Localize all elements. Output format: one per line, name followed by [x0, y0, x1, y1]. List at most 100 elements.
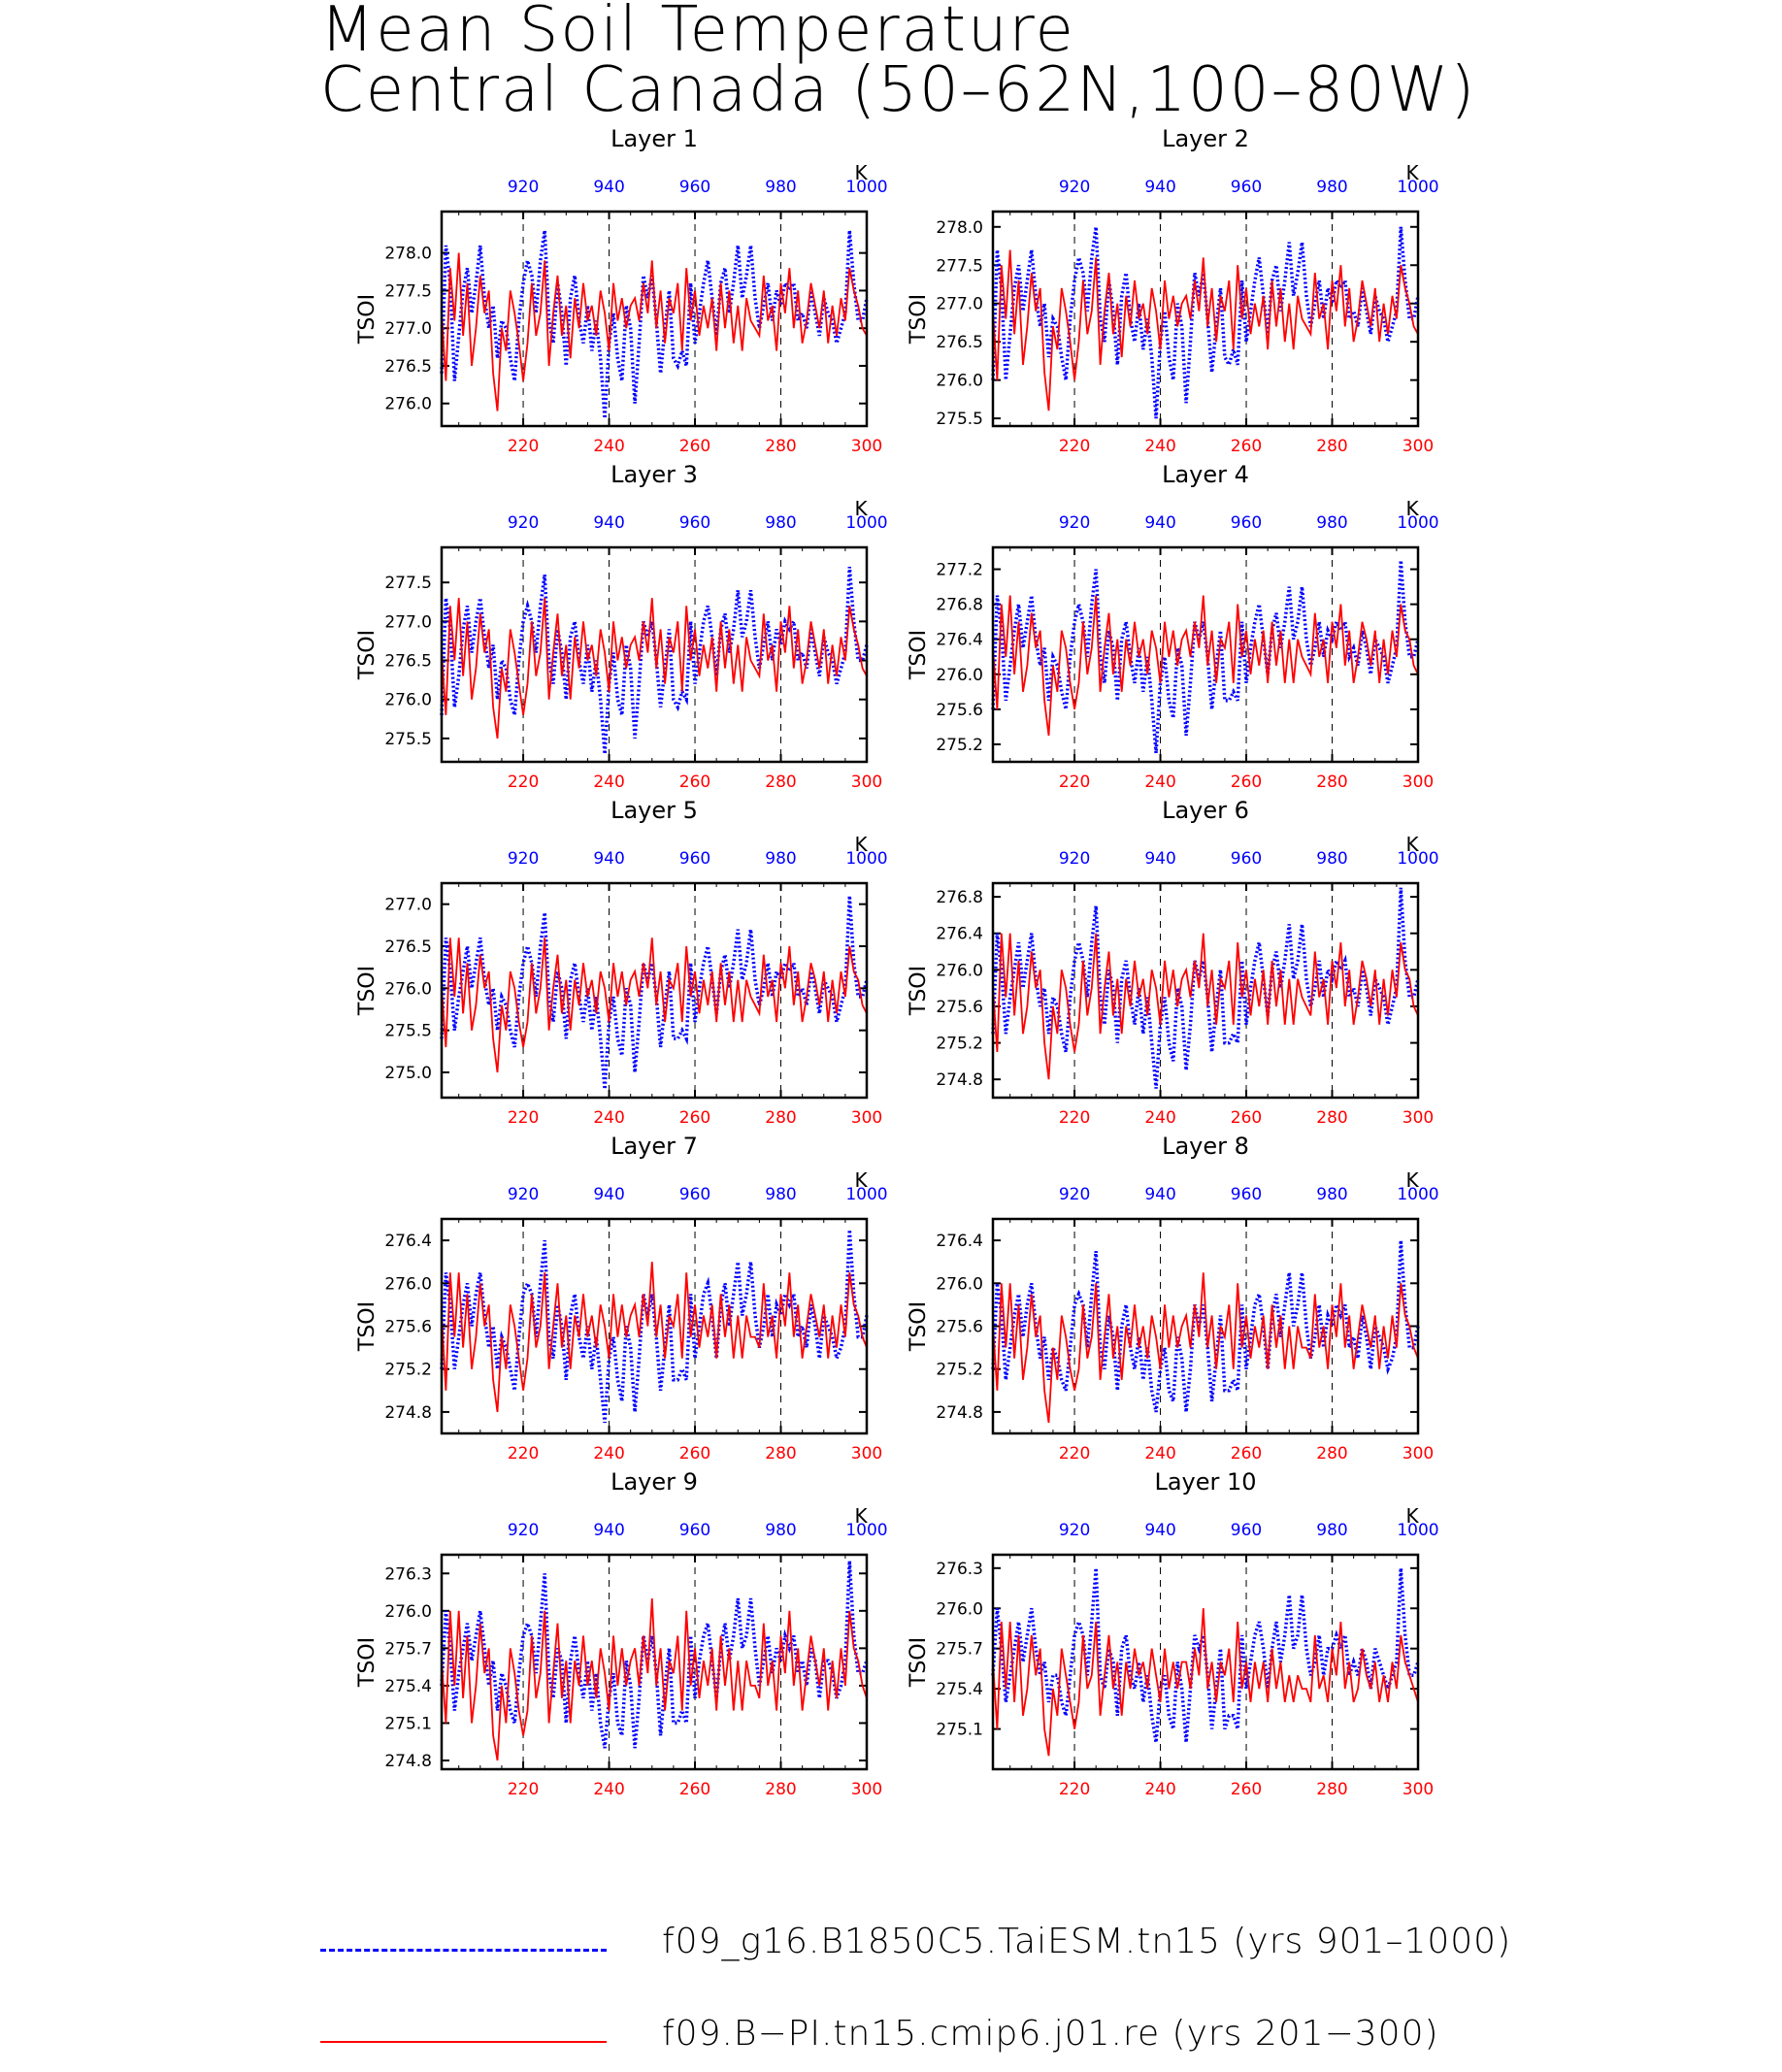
series-line-taiesm: [440, 895, 869, 1090]
x-top-tick-label: 980: [765, 178, 796, 197]
x-top-tick-label: 920: [1059, 513, 1090, 533]
x-top-tick-label: 940: [1144, 513, 1175, 533]
chart-title: Layer 3: [610, 461, 698, 488]
chart-title: Layer 6: [1162, 797, 1249, 824]
series-line-taiesm: [440, 1561, 869, 1749]
x-bottom-tick-label: 220: [508, 1108, 539, 1128]
x-top-tick-label: 940: [1144, 1185, 1175, 1204]
x-top-tick-label: 940: [593, 513, 624, 533]
x-top-tick-label: 920: [508, 178, 539, 197]
plot-frame: [991, 1217, 1420, 1435]
y-tick-label: 276.0: [936, 961, 983, 980]
y-tick-label: 278.0: [384, 245, 432, 264]
x-top-tick-label: 1000: [1397, 1521, 1438, 1540]
chart-layer-1: Layer 1 TSOI K 220 240 260 280 300 920 940 960 980 1…: [355, 125, 888, 456]
x-top-tick-label: 980: [765, 1185, 796, 1204]
x-bottom-tick-label: 300: [1402, 1108, 1434, 1128]
y-tick-label: 275.2: [936, 736, 983, 755]
x-bottom-tick-label: 260: [679, 1444, 710, 1464]
x-bottom-tick-label: 300: [851, 773, 882, 792]
x-bottom-tick-label: 260: [679, 773, 710, 792]
x-top-tick-label: 960: [1231, 1521, 1262, 1540]
y-tick-label: 278.0: [936, 218, 983, 238]
x-bottom-tick-label: 280: [1316, 1444, 1347, 1464]
x-bottom-tick-label: 240: [593, 773, 624, 792]
y-tick-label: 275.6: [384, 1318, 432, 1337]
y-tick-label: 275.2: [936, 1035, 983, 1054]
x-bottom-tick-label: 300: [851, 1780, 882, 1799]
x-bottom-tick-label: 280: [765, 1108, 796, 1128]
x-bottom-tick-label: 280: [1316, 1780, 1347, 1799]
x-bottom-tick-label: 260: [679, 1108, 710, 1128]
chart-title: Layer 8: [1162, 1133, 1249, 1160]
y-tick-label: 276.0: [384, 979, 432, 999]
x-top-tick-label: 920: [1059, 1185, 1090, 1204]
x-bottom-tick-label: 240: [593, 1780, 624, 1799]
x-bottom-tick-label: 240: [1144, 1780, 1175, 1799]
title-line-1: Mean Soil Temperature: [320, 0, 1075, 66]
x-top-tick-label: 920: [508, 1185, 539, 1204]
chart-layer-4: Layer 4 TSOI K 220 240 260 280 300 920 940 960 980 1…: [907, 461, 1439, 792]
series-line-cmip6: [441, 1262, 868, 1413]
top-axis-unit-label: K: [1405, 497, 1419, 520]
x-top-tick-label: 940: [1144, 849, 1175, 869]
chart-layer-2: Layer 2 TSOI K 220 240 260 280 300 920 940 960 980 1…: [907, 125, 1439, 456]
x-bottom-tick-label: 300: [1402, 437, 1434, 456]
x-bottom-tick-label: 300: [851, 437, 882, 456]
x-top-tick-label: 1000: [1397, 849, 1438, 869]
top-axis-unit-label: K: [854, 833, 868, 856]
series-line-taiesm: [440, 566, 869, 755]
series-line-cmip6: [992, 595, 1419, 737]
plot-frame: [991, 545, 1420, 764]
x-bottom-tick-label: 220: [508, 1444, 539, 1464]
y-tick-label: 275.2: [936, 1361, 983, 1380]
x-bottom-tick-label: 260: [1231, 1780, 1262, 1799]
x-top-tick-label: 920: [1059, 1521, 1090, 1540]
chart-layer-8: Layer 8 TSOI K 220 240 260 280 300 920 940 960 980 1…: [907, 1133, 1439, 1464]
series-line-cmip6: [992, 1272, 1419, 1424]
series-line-taiesm: [991, 226, 1420, 419]
x-top-tick-label: 1000: [1397, 1185, 1438, 1204]
series-line-taiesm: [440, 230, 869, 419]
top-axis-unit-label: K: [854, 497, 868, 520]
x-top-tick-label: 920: [1059, 178, 1090, 197]
series-line-cmip6: [992, 933, 1419, 1080]
x-top-tick-label: 940: [1144, 178, 1175, 197]
y-tick-label: 277.0: [936, 295, 983, 314]
y-tick-label: 277.5: [384, 574, 432, 593]
x-top-tick-label: 980: [765, 513, 796, 533]
x-top-tick-label: 1000: [845, 178, 887, 197]
y-tick-label: 276.0: [384, 1274, 432, 1294]
y-tick-label: 276.3: [936, 1560, 983, 1579]
x-top-tick-label: 980: [1316, 513, 1347, 533]
x-bottom-tick-label: 280: [1316, 1108, 1347, 1128]
chart-title: Layer 4: [1162, 461, 1249, 488]
chart-title: Layer 1: [610, 125, 698, 152]
y-tick-label: 274.8: [384, 1752, 432, 1771]
x-bottom-tick-label: 220: [1059, 437, 1090, 456]
y-axis-label: TSOI: [355, 1301, 380, 1352]
y-tick-label: 276.0: [936, 1274, 983, 1294]
y-tick-label: 274.8: [384, 1403, 432, 1423]
x-bottom-tick-label: 280: [765, 1444, 796, 1464]
series-line-cmip6: [441, 598, 868, 740]
y-tick-label: 275.4: [384, 1677, 432, 1696]
x-bottom-tick-label: 220: [1059, 773, 1090, 792]
x-bottom-tick-label: 280: [765, 773, 796, 792]
plot-frame: [991, 210, 1420, 428]
x-bottom-tick-label: 300: [1402, 1444, 1434, 1464]
chart-layer-7: Layer 7 TSOI K 220 240 260 280 300 920 940 960 980 1…: [355, 1133, 888, 1464]
y-tick-label: 276.0: [936, 1599, 983, 1619]
layer-charts: Layer 1 TSOI K 220 240 260 280 300 920 940 960 980 1…: [355, 125, 1439, 1799]
x-top-tick-label: 960: [679, 849, 710, 869]
x-bottom-tick-label: 280: [1316, 773, 1347, 792]
figure-title: Mean Soil Temperature Central Canada (50…: [320, 0, 1679, 126]
x-top-tick-label: 1000: [1397, 178, 1438, 197]
legend-label: f09_g16.B1850C5.TaiESM.tn15 (yrs 901–100…: [662, 1922, 1512, 1961]
title-line-2: Central Canada (50–62N,100–80W): [320, 54, 1477, 126]
top-axis-unit-label: K: [1405, 161, 1419, 184]
series-line-cmip6: [441, 1597, 868, 1761]
top-axis-unit-label: K: [1405, 1168, 1419, 1192]
legend-item-taiesm: f09_g16.B1850C5.TaiESM.tn15 (yrs 901–100…: [320, 1922, 1582, 1980]
chart-title: Layer 7: [610, 1133, 698, 1160]
